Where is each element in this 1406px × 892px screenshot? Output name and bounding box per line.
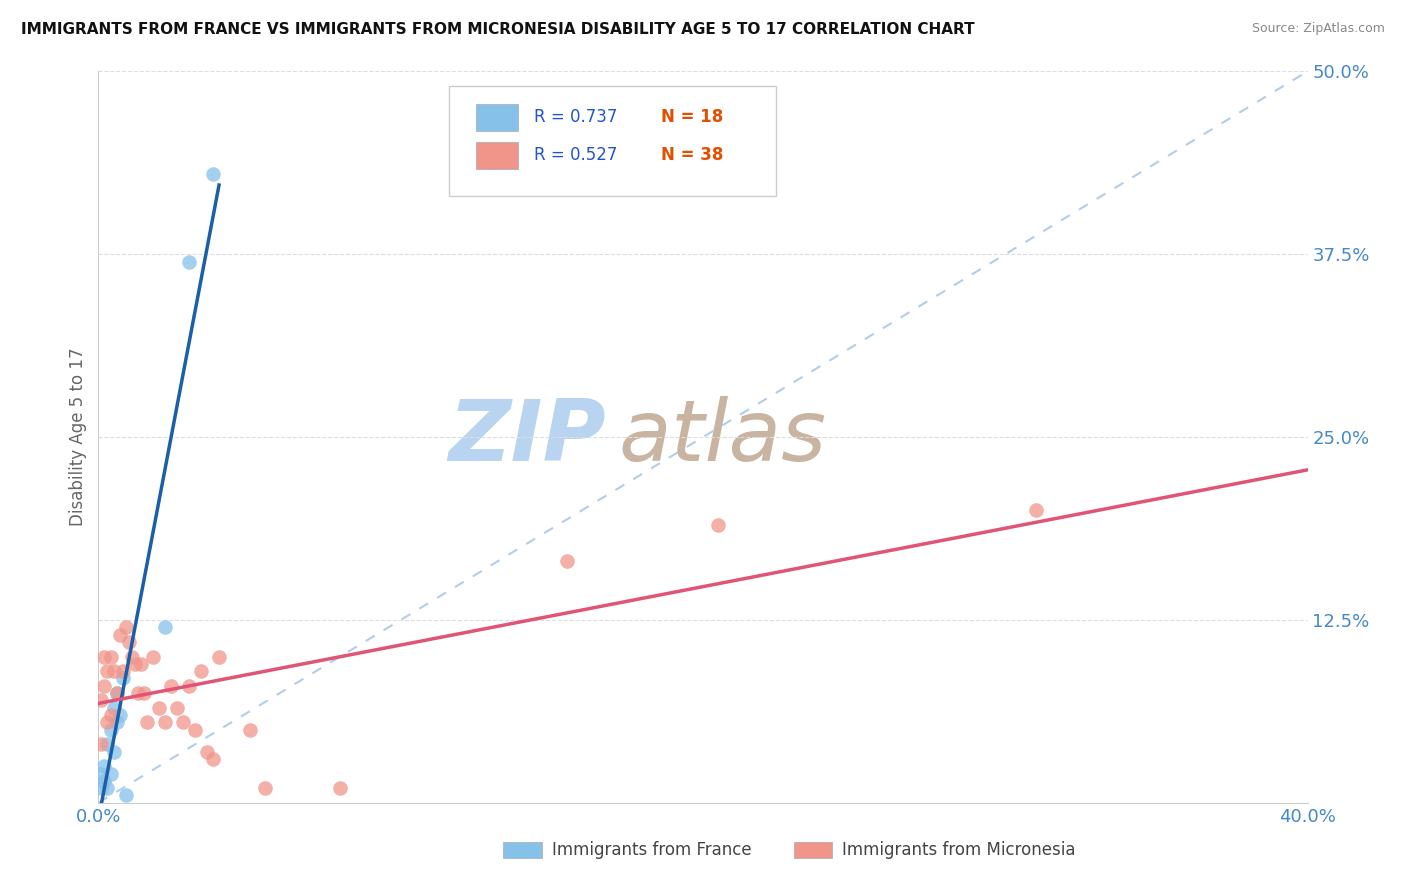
- Point: [90, 737, 112, 751]
- Point: [90, 766, 112, 780]
- Point: [93, 679, 115, 693]
- Point: [253, 781, 276, 796]
- Point: [129, 657, 152, 671]
- Point: [93, 759, 115, 773]
- Text: R = 0.527: R = 0.527: [534, 146, 617, 164]
- Point: [555, 554, 578, 568]
- Point: [202, 167, 225, 181]
- Text: atlas: atlas: [619, 395, 827, 479]
- Point: [195, 745, 218, 759]
- Point: [103, 700, 125, 714]
- Text: N = 38: N = 38: [661, 146, 723, 164]
- Point: [329, 781, 352, 796]
- Point: [184, 723, 207, 737]
- Point: [172, 715, 194, 730]
- Point: [103, 664, 125, 678]
- Point: [111, 672, 134, 686]
- Text: R = 0.737: R = 0.737: [534, 109, 617, 127]
- Point: [124, 657, 146, 671]
- Point: [114, 789, 136, 803]
- Point: [111, 664, 134, 678]
- Point: [105, 686, 128, 700]
- Point: [96, 715, 118, 730]
- Point: [179, 254, 201, 268]
- Point: [90, 693, 112, 707]
- Point: [100, 766, 122, 780]
- Y-axis label: Disability Age 5 to 17: Disability Age 5 to 17: [69, 348, 87, 526]
- Text: Immigrants from Micronesia: Immigrants from Micronesia: [842, 841, 1076, 859]
- Text: Immigrants from France: Immigrants from France: [551, 841, 751, 859]
- Point: [103, 745, 125, 759]
- Point: [166, 700, 188, 714]
- Point: [90, 781, 112, 796]
- Point: [190, 664, 212, 678]
- Point: [132, 686, 155, 700]
- Text: N = 18: N = 18: [661, 109, 723, 127]
- Point: [707, 517, 730, 532]
- Point: [208, 649, 231, 664]
- Point: [127, 686, 149, 700]
- Point: [202, 752, 225, 766]
- Text: IMMIGRANTS FROM FRANCE VS IMMIGRANTS FROM MICRONESIA DISABILITY AGE 5 TO 17 CORR: IMMIGRANTS FROM FRANCE VS IMMIGRANTS FRO…: [21, 22, 974, 37]
- Point: [93, 649, 115, 664]
- Point: [160, 679, 183, 693]
- Point: [153, 715, 176, 730]
- Bar: [793, 842, 832, 858]
- Point: [105, 715, 128, 730]
- Point: [121, 649, 143, 664]
- Point: [96, 664, 118, 678]
- Point: [1024, 503, 1046, 517]
- Point: [118, 635, 141, 649]
- Point: [96, 737, 118, 751]
- Text: ZIP: ZIP: [449, 395, 606, 479]
- Point: [108, 627, 131, 641]
- Bar: [503, 842, 543, 858]
- Point: [114, 620, 136, 634]
- Point: [105, 686, 128, 700]
- FancyBboxPatch shape: [449, 86, 776, 195]
- Point: [100, 723, 122, 737]
- Point: [96, 781, 118, 796]
- Point: [135, 715, 157, 730]
- Bar: [475, 103, 517, 131]
- Point: [100, 649, 122, 664]
- Point: [153, 620, 176, 634]
- Point: [142, 649, 165, 664]
- Point: [239, 723, 262, 737]
- Text: Source: ZipAtlas.com: Source: ZipAtlas.com: [1251, 22, 1385, 36]
- Point: [100, 708, 122, 723]
- Bar: [475, 142, 517, 169]
- Point: [148, 700, 170, 714]
- Point: [179, 679, 201, 693]
- Point: [108, 708, 131, 723]
- Point: [93, 773, 115, 788]
